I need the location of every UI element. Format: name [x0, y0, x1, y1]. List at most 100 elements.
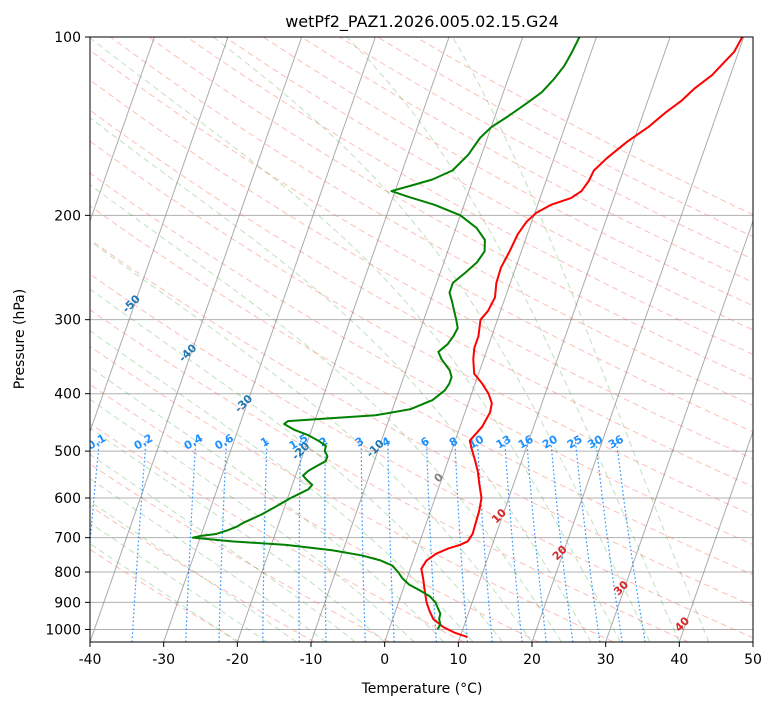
dry-adiabat [90, 505, 315, 642]
x-axis-title: Temperature (°C) [361, 681, 483, 697]
mixing-ratio-line [526, 440, 547, 642]
x-axis: -40 -30 -20 -10 0 10 20 30 40 50 [79, 642, 762, 668]
x-tick-label: -40 [79, 652, 102, 668]
isotherm-label: -40 [176, 341, 199, 364]
mixing-ratio-line [504, 440, 523, 642]
dry-adiabat [90, 383, 539, 642]
temperature-profile [420, 37, 744, 638]
mixing-ratio-line [550, 440, 574, 642]
mixing-ratio-label: 25 [565, 433, 585, 452]
isotherm-line [384, 37, 597, 642]
dry-adiabat [90, 172, 753, 546]
dry-adiabat [224, 37, 753, 331]
y-tick-label: 100 [54, 30, 81, 46]
dry-adiabat [262, 37, 753, 307]
moist-adiabat [212, 37, 651, 642]
mixing-ratio-line [574, 440, 601, 642]
chart-title: wetPf2_PAZ1.2026.005.02.15.G24 [285, 12, 559, 32]
isotherm-label: -50 [120, 292, 143, 315]
dry-adiabat [90, 79, 753, 460]
dry-adiabat [90, 205, 753, 576]
moist-adiabat [90, 288, 503, 642]
moist-adiabat [346, 37, 680, 642]
moist-adiabat [90, 366, 444, 642]
dry-adiabat [90, 422, 465, 642]
moist-adiabat [90, 478, 327, 642]
y-tick-label: 400 [54, 387, 81, 403]
moist-adiabat [90, 184, 562, 642]
moist-adiabat [90, 543, 238, 642]
isotherm-line [678, 430, 753, 642]
dewpoint-profile [191, 37, 581, 630]
moist-adiabat [90, 522, 268, 642]
isotherm-line [90, 37, 229, 434]
mixing-ratio-line [218, 440, 228, 642]
mixing-ratio-label: 6 [418, 434, 431, 449]
moist-adiabat [90, 398, 415, 642]
isotherm-label: -30 [232, 392, 255, 415]
mixing-ratio-line [131, 440, 147, 642]
dry-adiabat [90, 238, 753, 607]
isotherm-line [531, 37, 745, 642]
y-tick-label: 200 [54, 208, 81, 224]
isotherm-line [0, 37, 7, 642]
mixing-ratio-label: 20 [540, 432, 560, 451]
y-tick-label: 700 [54, 531, 81, 547]
plot-frame [89, 36, 754, 643]
isotherm-line [605, 219, 753, 642]
isotherm-label: 20 [550, 543, 570, 563]
mixing-ratio-line [476, 440, 493, 642]
x-tick-label: 40 [670, 652, 688, 668]
mixing-ratio-label: 3 [353, 435, 366, 450]
x-tick-label: 50 [744, 652, 762, 668]
mixing-ratio-label: 0.6 [213, 431, 237, 452]
mixing-ratio-line [324, 440, 327, 642]
mixing-ratio-label: 0.4 [182, 431, 206, 452]
mixing-ratio-label: 1 [258, 435, 271, 450]
dry-adiabat [186, 37, 753, 356]
x-tick-label: 10 [449, 652, 467, 668]
mixing-ratio-label: 13 [494, 433, 514, 452]
x-tick-label: -30 [152, 652, 175, 668]
isotherm-line [236, 37, 450, 642]
x-tick-label: -10 [300, 652, 323, 668]
x-tick-label: 0 [380, 652, 389, 668]
isotherm-line [90, 37, 303, 642]
dry-adiabat [90, 463, 390, 642]
isotherm-label: -60 [63, 242, 86, 265]
isotherm-line [163, 37, 376, 642]
mixing-ratio-label: 30 [585, 432, 605, 451]
isotherm-label: 10 [489, 506, 509, 526]
moist-adiabat [90, 500, 297, 642]
y-tick-label: 600 [54, 491, 81, 507]
profile-lines [191, 37, 744, 638]
y-tick-label: 900 [54, 595, 81, 611]
mixing-ratio-line [262, 440, 268, 642]
moist-adiabat [90, 117, 592, 642]
mixing-ratio-line [615, 440, 646, 642]
mixing-ratio-line [90, 440, 100, 550]
moist-adiabat [90, 240, 533, 642]
mixing-ratio-line [360, 440, 366, 642]
mixing-ratio-labels: 0.1 0.2 0.4 0.6 1 1.5 2 3 4 6 8 10 13 16 20 25 30 36 [90, 431, 626, 453]
moist-adiabat [452, 37, 710, 642]
x-tick-label: -20 [226, 652, 249, 668]
dry-adiabat [90, 140, 753, 516]
mixing-ratio-line [387, 440, 395, 642]
isotherm-line [752, 640, 753, 642]
mixing-ratio-line [185, 440, 197, 642]
mixing-ratio-label: 0.2 [132, 432, 155, 453]
mixing-ratio-line [454, 440, 469, 642]
mixing-ratio-line [595, 440, 623, 642]
background-lines [0, 37, 753, 642]
x-tick-label: 20 [523, 652, 541, 668]
mixing-ratio-line [298, 440, 302, 642]
moist-adiabat [90, 427, 385, 642]
y-tick-label: 1000 [45, 622, 81, 638]
isotherm-line [310, 37, 524, 642]
moist-adiabat [90, 37, 621, 642]
dry-adiabat [148, 37, 753, 381]
isotherm-label: -70 [7, 194, 30, 217]
plot-area: -100-90-80-70-60-50-40-30-20-10010203040… [0, 37, 753, 642]
